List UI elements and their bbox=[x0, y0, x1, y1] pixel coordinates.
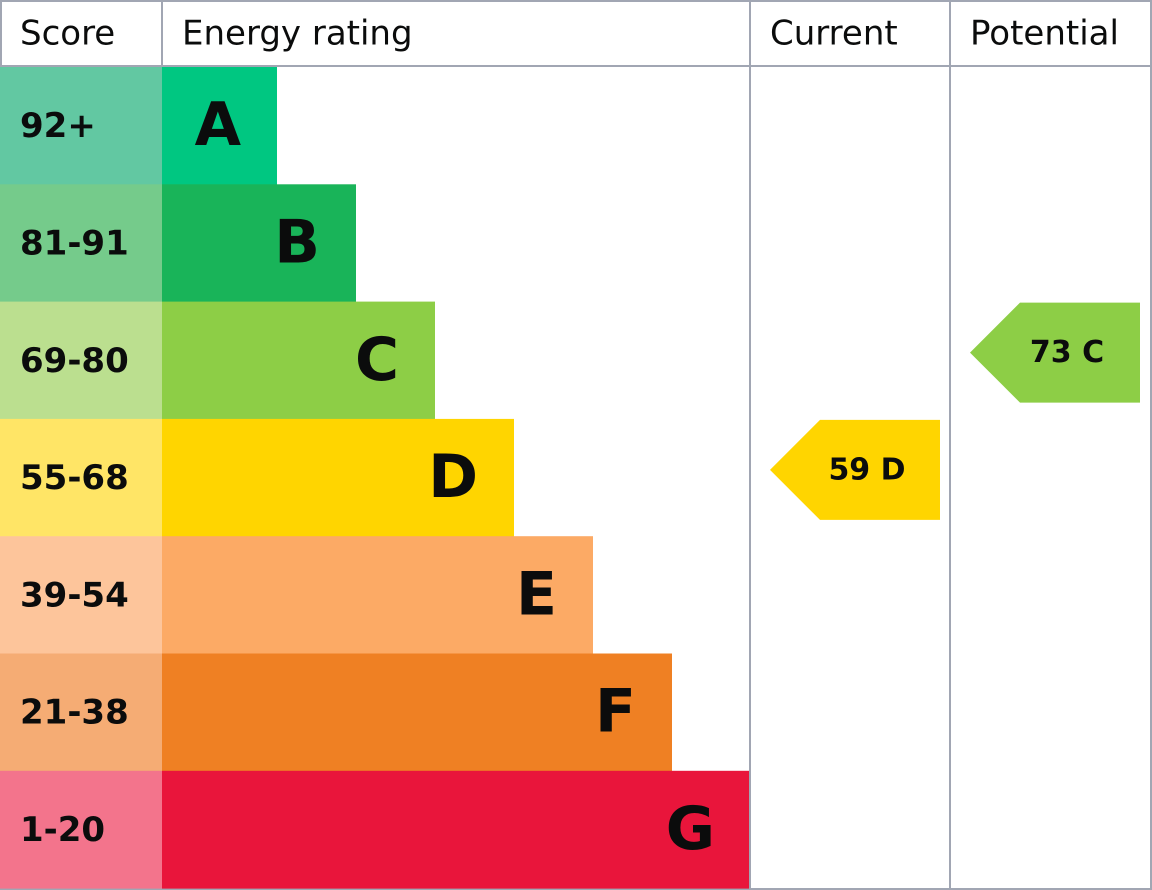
rating-letter: A bbox=[195, 90, 242, 160]
score-label: 81-91 bbox=[20, 223, 129, 263]
header-current: Current bbox=[770, 14, 898, 54]
score-label: 21-38 bbox=[20, 693, 129, 733]
score-label: 92+ bbox=[20, 106, 96, 146]
rating-band bbox=[162, 67, 277, 185]
score-label: 1-20 bbox=[20, 810, 105, 850]
score-cell bbox=[0, 653, 162, 772]
rating-letter: E bbox=[516, 559, 557, 629]
score-label: 39-54 bbox=[20, 575, 129, 615]
rating-band bbox=[162, 301, 435, 420]
rating-letter: C bbox=[355, 325, 399, 395]
rating-band bbox=[162, 770, 751, 889]
score-cell bbox=[0, 770, 162, 889]
score-cell bbox=[0, 301, 162, 420]
rating-band bbox=[162, 536, 593, 654]
header-rating: Energy rating bbox=[182, 14, 413, 54]
current-label: 59 D bbox=[828, 452, 905, 487]
score-cell bbox=[0, 418, 162, 537]
header-score: Score bbox=[20, 14, 115, 54]
score-cell bbox=[0, 536, 162, 654]
potential-arrow bbox=[970, 302, 1140, 403]
score-label: 55-68 bbox=[20, 458, 129, 498]
rating-letter: D bbox=[428, 442, 478, 512]
score-label: 69-80 bbox=[20, 341, 129, 381]
rating-letter: G bbox=[666, 794, 715, 864]
rating-letter: B bbox=[274, 208, 320, 278]
current-arrow bbox=[770, 419, 940, 520]
potential-label: 73 C bbox=[1030, 335, 1104, 370]
score-cell bbox=[0, 184, 162, 303]
rating-band bbox=[162, 418, 514, 537]
rating-band bbox=[162, 653, 672, 772]
rating-letter: F bbox=[595, 677, 636, 747]
header-potential: Potential bbox=[970, 14, 1119, 54]
score-cell bbox=[0, 67, 162, 185]
rating-band bbox=[162, 184, 356, 303]
bands: 92+ A 81-91 B 69-80 C 55-68 D 39-54 E 21-38 F 1-20 G bbox=[0, 67, 751, 889]
